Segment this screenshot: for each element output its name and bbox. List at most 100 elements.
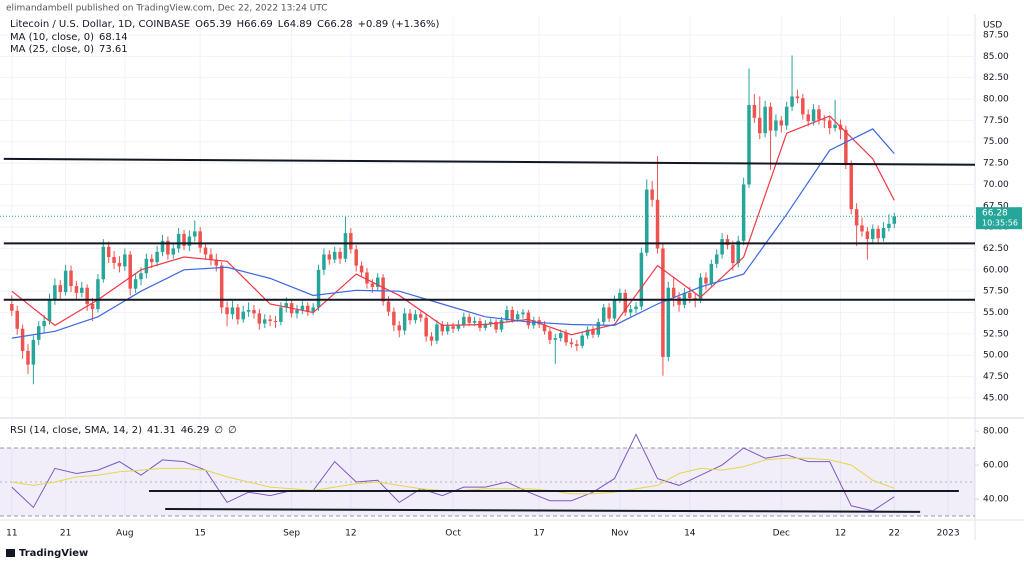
- x-tick-label: Oct: [445, 529, 461, 539]
- candle-body: [854, 209, 859, 226]
- candle-body: [392, 311, 396, 326]
- candle-body: [720, 239, 724, 255]
- candle-body: [279, 307, 283, 322]
- x-tick-label: 22: [889, 529, 900, 539]
- candle-body: [763, 106, 767, 134]
- candle-body: [499, 320, 504, 330]
- candle-body: [246, 309, 251, 312]
- price-tag: [976, 207, 1022, 230]
- candle-body: [128, 254, 132, 289]
- candle-body: [752, 105, 757, 118]
- candle-body: [709, 263, 714, 284]
- y-tick-label: 52.50: [983, 329, 1009, 339]
- candle-body: [20, 328, 25, 351]
- legend-value: 73.61: [99, 44, 128, 55]
- candle-body: [96, 279, 100, 310]
- candle-body: [456, 324, 461, 329]
- y-tick-label: 50.00: [983, 351, 1009, 361]
- candle-body: [779, 120, 784, 126]
- y-tick-label: 87.50: [983, 30, 1009, 40]
- x-tick-label: 11: [6, 529, 17, 539]
- candle-body: [725, 239, 730, 246]
- candle-body: [618, 292, 622, 300]
- candle-body: [198, 231, 202, 248]
- candle-body: [101, 246, 106, 280]
- candle-body: [806, 114, 810, 122]
- candle-body: [741, 184, 746, 241]
- candle-body: [747, 105, 751, 185]
- candle-body: [106, 246, 111, 258]
- candle-body: [144, 258, 149, 274]
- legend-label: MA (10, close, 0): [10, 32, 94, 43]
- ohlc-legend: +0.89 (+1.36%): [358, 19, 440, 30]
- candle-body: [36, 326, 41, 340]
- candle-body: [209, 254, 213, 260]
- y-tick-label: 60.00: [983, 265, 1009, 275]
- candle-body: [892, 216, 897, 224]
- candle-body: [322, 254, 326, 270]
- candle-body: [451, 326, 455, 329]
- candle-body: [542, 324, 547, 332]
- candle-body: [790, 96, 794, 107]
- candle-body: [219, 265, 224, 308]
- candle-body: [784, 106, 789, 126]
- candle-body: [63, 270, 68, 293]
- candle-body: [31, 339, 36, 365]
- candle-body: [327, 254, 332, 260]
- candle-body: [176, 233, 181, 249]
- x-tick-label: Dec: [773, 529, 790, 539]
- ohlc-legend: C66.28: [317, 19, 353, 30]
- y-tick-label: 80.00: [983, 95, 1009, 105]
- candle-body: [881, 227, 886, 239]
- candle-body: [268, 319, 272, 322]
- candle-body: [505, 309, 509, 321]
- symbol-title: Litecoin / U.S. Dollar, 1D, COINBASE: [10, 19, 190, 30]
- candle-body: [203, 247, 208, 255]
- candle-body: [774, 120, 778, 131]
- candle-body: [865, 231, 870, 240]
- candle-body: [58, 285, 63, 293]
- candle-body: [521, 312, 525, 315]
- candle-body: [343, 233, 348, 259]
- candle-body: [42, 321, 46, 327]
- candle-body: [47, 299, 52, 322]
- candle-body: [558, 333, 563, 339]
- candle-body: [338, 251, 342, 259]
- candle-body: [311, 307, 315, 312]
- candle-body: [564, 333, 568, 343]
- candle-body: [149, 258, 154, 263]
- legend-value: 41.31: [147, 425, 176, 436]
- y-tick-label: 47.50: [983, 372, 1009, 382]
- candle-body: [413, 314, 418, 321]
- price-tag-countdown: 10:35:56: [982, 219, 1018, 228]
- candle-body: [429, 336, 434, 341]
- candle-body: [53, 285, 57, 300]
- candle-body: [650, 189, 654, 200]
- candle-body: [214, 259, 219, 266]
- candle-body: [585, 329, 590, 336]
- candle-body: [74, 286, 79, 293]
- candle-body: [698, 277, 703, 300]
- candle-body: [419, 314, 423, 318]
- candle-body: [370, 283, 375, 287]
- trend-line: [165, 508, 921, 513]
- candle-body: [634, 306, 638, 310]
- candle-body: [435, 324, 439, 341]
- footer-brand: TradingView: [19, 548, 88, 559]
- candle-body: [359, 265, 364, 273]
- candle-body: [612, 299, 617, 319]
- candle-body: [69, 270, 73, 287]
- candle-body: [252, 309, 256, 314]
- candle-body: [15, 310, 19, 329]
- candle-body: [887, 223, 891, 228]
- y-tick-label: 85.00: [983, 52, 1009, 62]
- candle-body: [462, 316, 466, 325]
- candle-body: [483, 323, 488, 328]
- ohlc-legend: O65.39: [195, 19, 232, 30]
- candle-body: [225, 307, 229, 315]
- tradingview-logo: TradingView: [6, 548, 88, 559]
- candle-body: [117, 263, 122, 267]
- candle-body: [849, 164, 853, 210]
- candle-body: [349, 233, 353, 250]
